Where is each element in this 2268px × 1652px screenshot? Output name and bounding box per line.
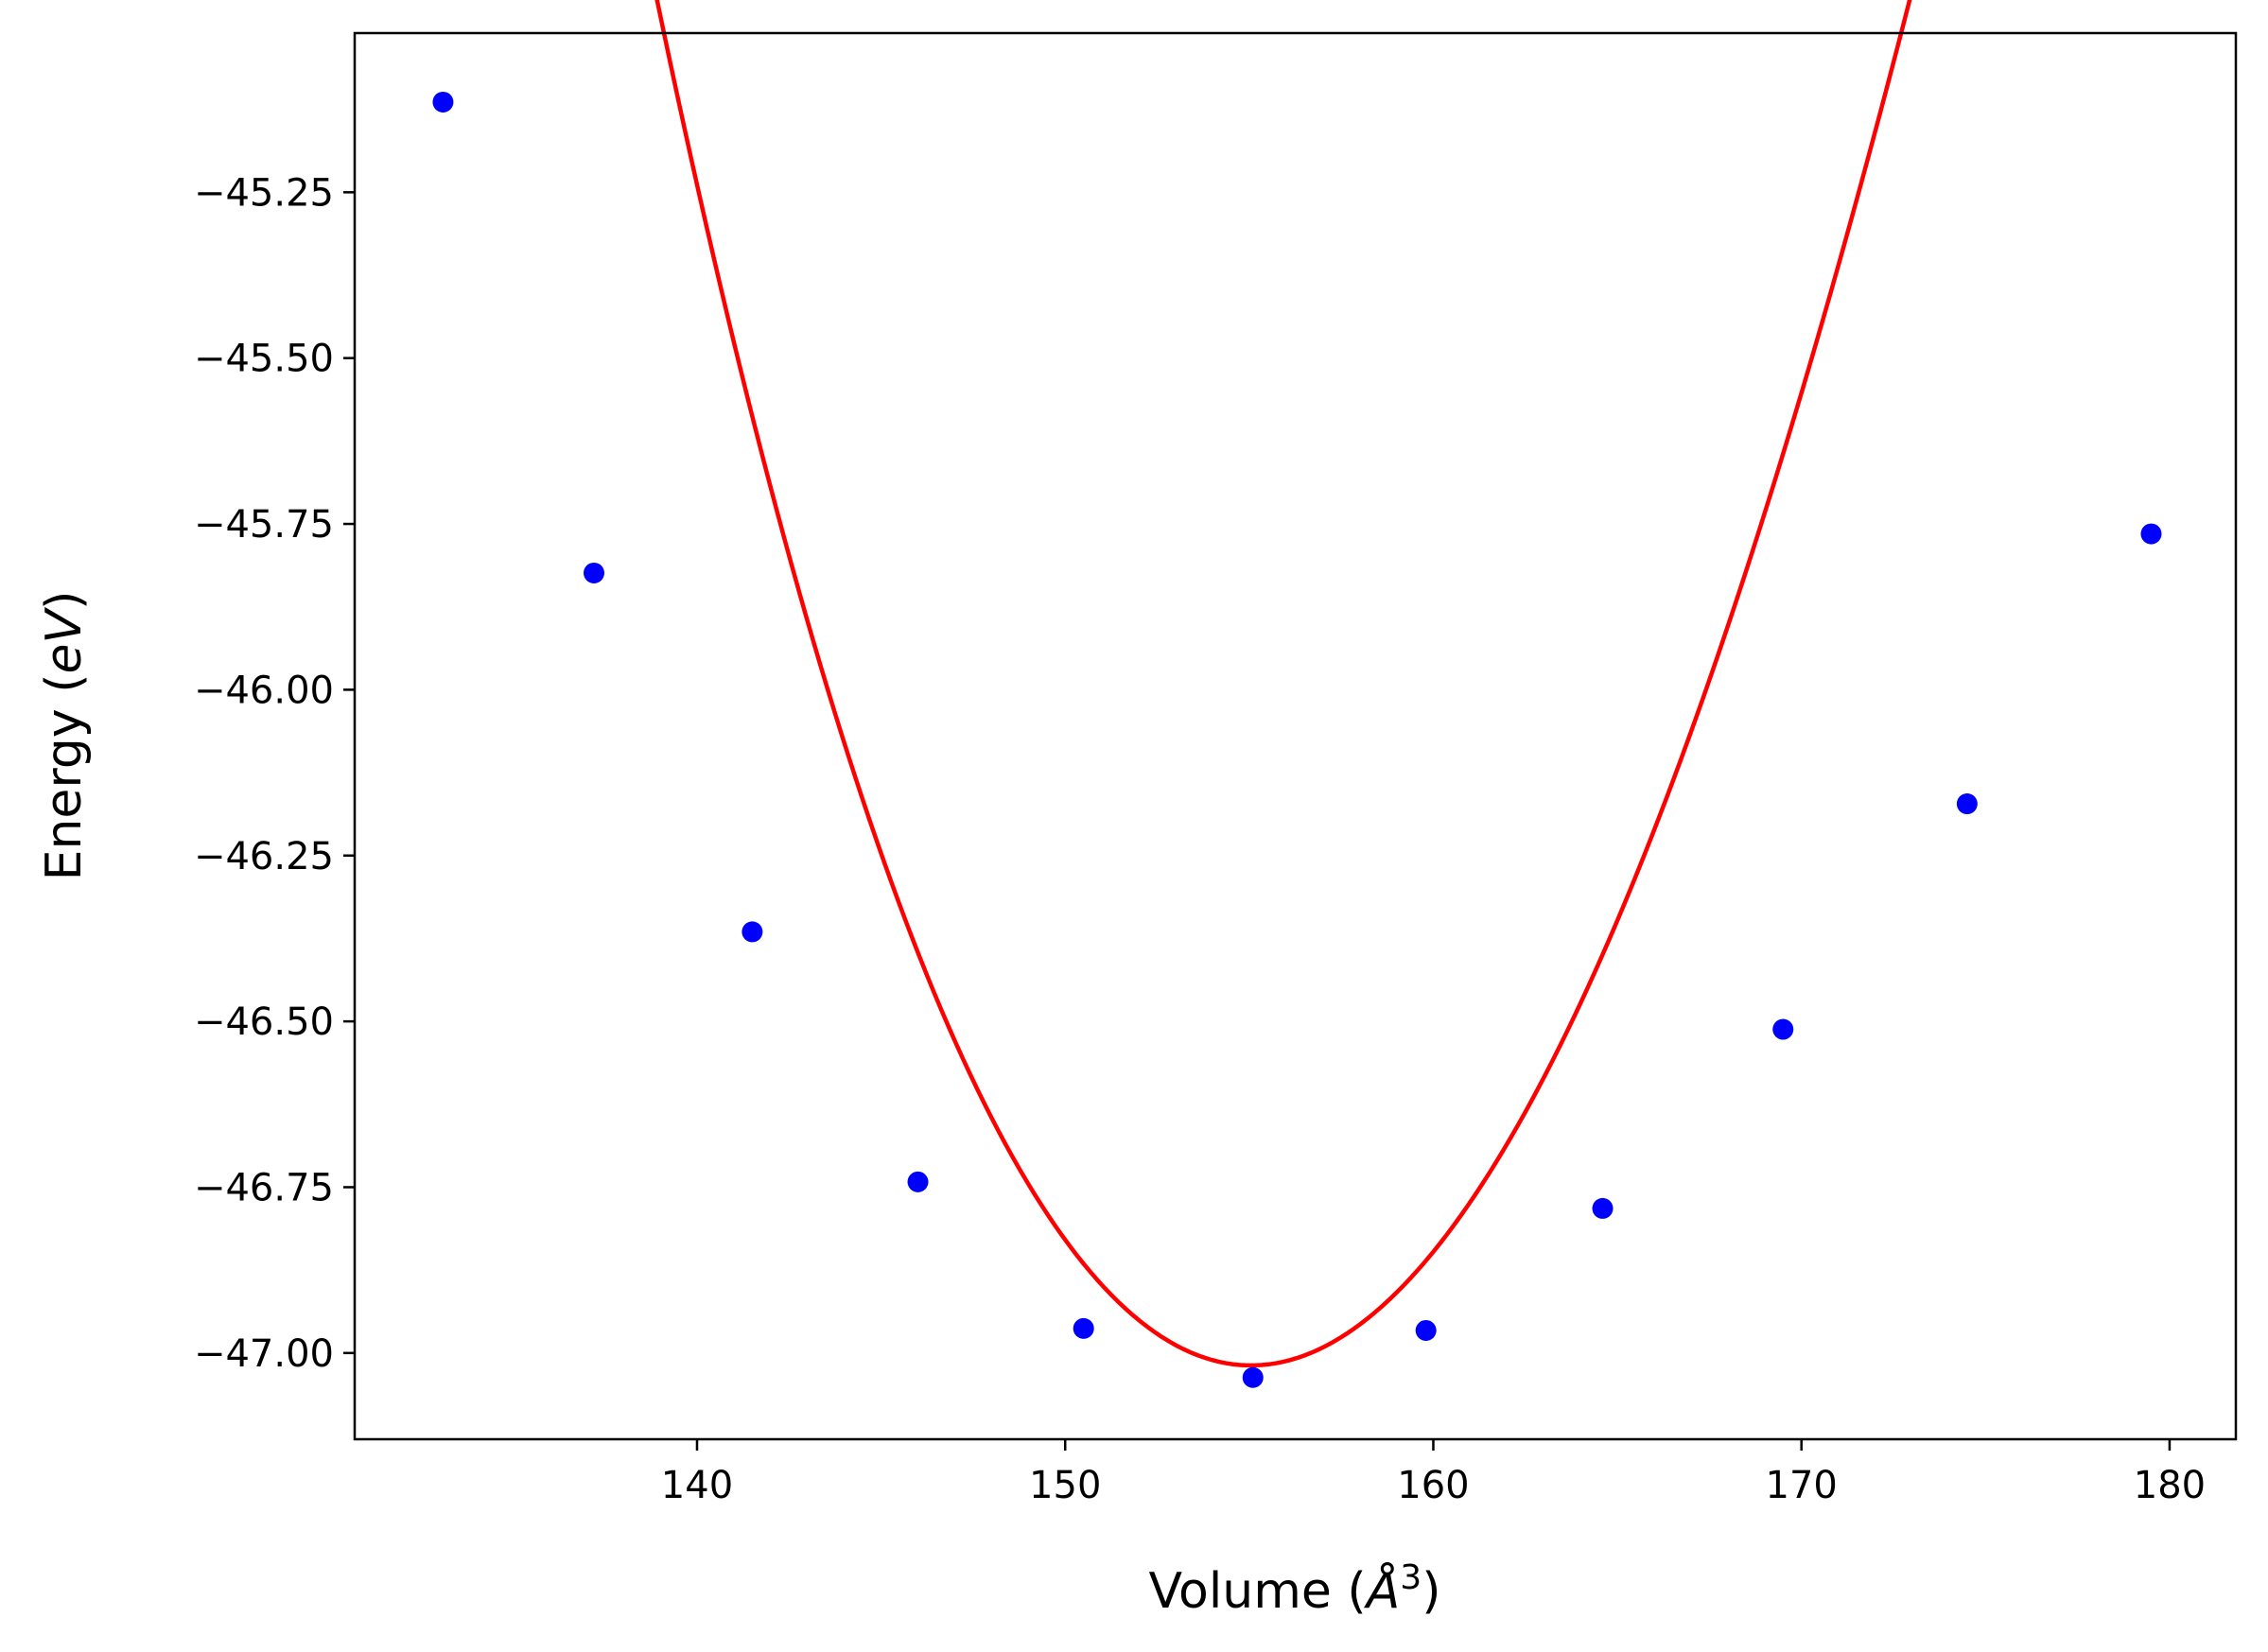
y-tick-label: −46.00 (194, 669, 334, 712)
y-tick-label: −46.25 (194, 835, 334, 878)
x-tick-label: 180 (2134, 1464, 2206, 1507)
ticks: 140 150 160 170 180 −45.25 −45.50 −45.75 −46.00 −… (194, 171, 2206, 1507)
y-tick-label: −45.25 (194, 171, 334, 215)
data-point (1592, 1197, 1614, 1219)
x-tick-label: 150 (1029, 1464, 1101, 1507)
data-point (1956, 793, 1978, 815)
y-tick-label: −46.75 (194, 1166, 334, 1209)
x-axis-label: Volume (Å3) (1149, 1558, 1441, 1620)
data-point (1242, 1366, 1264, 1388)
plot-area (432, 0, 2162, 1388)
data-point (432, 91, 454, 113)
x-tick-label: 160 (1397, 1464, 1469, 1507)
fit-curve (654, 0, 1912, 1368)
data-point (907, 1171, 929, 1192)
data-point (1415, 1319, 1437, 1341)
y-tick-label: −46.50 (194, 1000, 334, 1044)
data-point (741, 921, 763, 943)
axes-frame (353, 31, 2238, 1441)
data-point (1772, 1018, 1794, 1040)
data-point (584, 562, 604, 583)
y-tick-label: −47.00 (194, 1332, 334, 1376)
y-tick-label: −45.50 (194, 338, 334, 381)
y-tick-label: −45.75 (194, 503, 334, 547)
y-axis-label: Energy (eV) (36, 591, 93, 881)
x-tick-label: 170 (1766, 1464, 1838, 1507)
data-point (2140, 523, 2162, 545)
data-point (1073, 1317, 1094, 1339)
x-tick-label: 140 (661, 1464, 733, 1507)
